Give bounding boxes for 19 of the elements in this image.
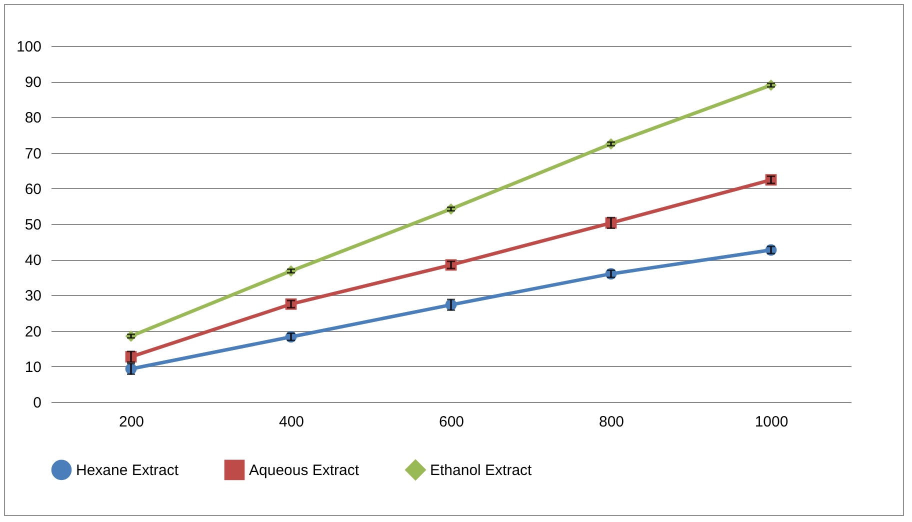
- legend-label: Ethanol Extract: [430, 462, 533, 479]
- legend-label: Aqueous Extract: [249, 462, 360, 479]
- y-tick-label: 30: [24, 288, 42, 305]
- x-tick-label: 1000: [754, 414, 788, 430]
- y-tick-label: 60: [24, 180, 42, 198]
- y-tick-label: 40: [24, 252, 42, 270]
- y-tick-label: 100: [16, 38, 42, 56]
- x-tick-label: 200: [118, 414, 144, 430]
- legend-label: Hexane Extract: [76, 462, 180, 479]
- y-tick-label: 20: [24, 323, 42, 340]
- x-tick-label: 600: [438, 414, 464, 430]
- y-tick-label: 70: [24, 145, 42, 162]
- y-tick-label: 80: [24, 110, 42, 127]
- x-tick-label: 800: [598, 414, 624, 430]
- x-tick-label: 400: [278, 414, 304, 430]
- y-tick-label: 50: [24, 216, 42, 234]
- y-tick-label: 10: [24, 358, 42, 376]
- y-tick-label: 90: [24, 74, 42, 92]
- y-tick-label: 0: [33, 394, 42, 412]
